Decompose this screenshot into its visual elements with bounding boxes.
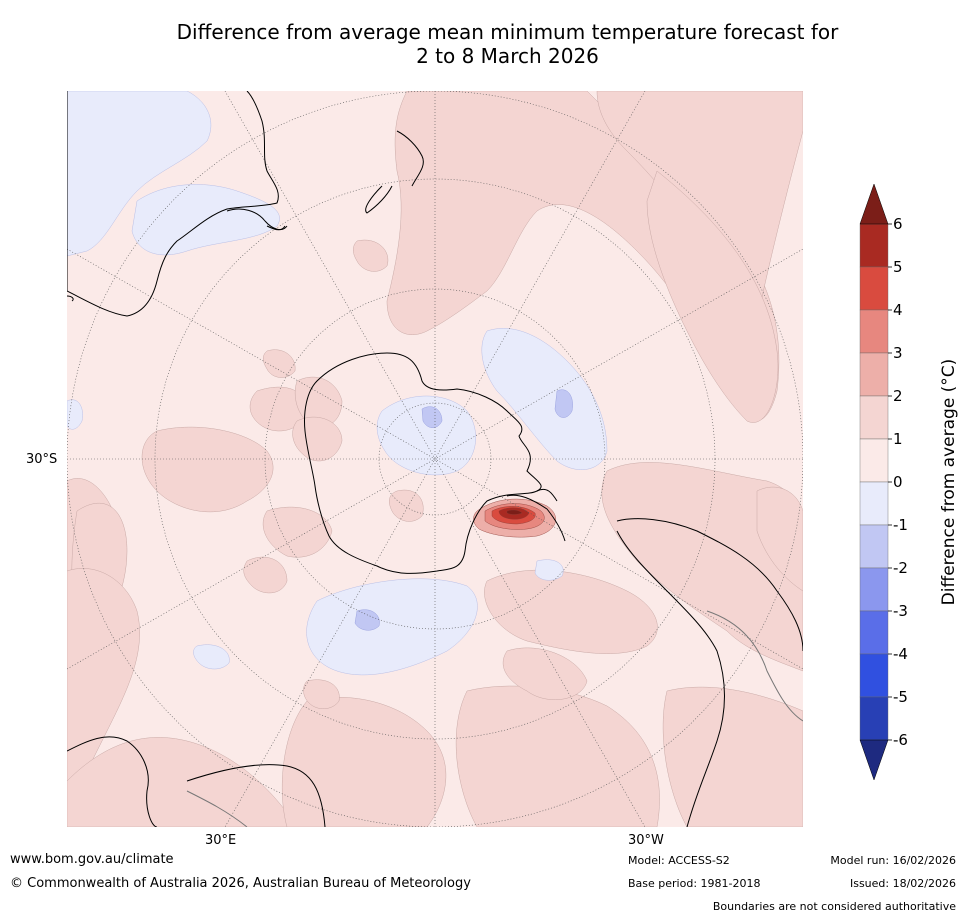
lat-label-30s: 30°S <box>26 452 58 467</box>
anomaly-hotspot <box>473 498 556 538</box>
colorbar-tick-label: -6 <box>893 731 908 749</box>
colorbar-tick-label: 6 <box>893 215 903 233</box>
website-link[interactable]: www.bom.gov.au/climate <box>10 852 174 867</box>
polar-map <box>67 91 803 827</box>
colorbar-tick-label: -2 <box>893 559 908 577</box>
model-run: Model run: 16/02/2026 <box>830 854 956 867</box>
colorbar-bin <box>859 223 889 268</box>
lon-label-30w: 30°W <box>628 833 664 848</box>
antarctica-coast <box>304 352 542 574</box>
base-period: Base period: 1981-2018 <box>628 877 761 890</box>
colorbar-tick-label: 4 <box>893 301 903 319</box>
antarctic-peninsula <box>506 488 566 542</box>
colorbar-tick-label: -1 <box>893 516 908 534</box>
south-america-coast <box>616 518 803 827</box>
colorbar-bin <box>859 352 889 397</box>
anomaly-cool-0-neg1 <box>67 91 608 676</box>
colorbar-bins <box>859 223 889 741</box>
boundaries-disclaimer: Boundaries are not considered authoritat… <box>712 900 956 913</box>
coastlines <box>67 91 803 827</box>
colorbar-tick-label: -4 <box>893 645 908 663</box>
colorbar-bin <box>859 696 889 741</box>
colorbar-bin <box>859 481 889 526</box>
colorbar-tick-label: -5 <box>893 688 908 706</box>
australia-coast <box>67 91 279 317</box>
colorbar-tick-label: 5 <box>893 258 903 276</box>
colorbar-tick-label: 0 <box>893 473 903 491</box>
title-line-1: Difference from average mean minimum tem… <box>176 20 839 44</box>
colorbar-label: Difference from average (°C) <box>939 359 959 606</box>
tasmania <box>266 225 286 231</box>
anomaly-warm-1-2 <box>67 91 803 827</box>
colorbar-bin <box>859 653 889 698</box>
colorbar-tick-label: -3 <box>893 602 908 620</box>
colorbar: 6 5 4 3 2 1 0 -1 -2 -3 -4 -5 -6 Difference from aver… <box>859 183 959 781</box>
new-zealand-coast <box>365 130 424 214</box>
colorbar-bin <box>859 309 889 354</box>
country-borders <box>186 610 803 827</box>
graticule <box>67 91 803 827</box>
title-line-2: 2 to 8 March 2026 <box>416 44 599 68</box>
colorbar-bin <box>859 266 889 311</box>
colorbar-over-arrow <box>859 183 889 225</box>
colorbar-bin <box>859 524 889 569</box>
colorbar-ticks: 6 5 4 3 2 1 0 -1 -2 -3 -4 -5 -6 <box>888 215 908 749</box>
colorbar-tick-label: 1 <box>893 430 903 448</box>
colorbar-bin <box>859 395 889 440</box>
chart-title: Difference from average mean minimum tem… <box>60 20 955 68</box>
colorbar-tick-label: 2 <box>893 387 903 405</box>
colorbar-bin <box>859 438 889 483</box>
lon-label-30e: 30°E <box>205 833 237 848</box>
model-name: Model: ACCESS-S2 <box>628 854 730 867</box>
anomaly-cool-neg1-neg2 <box>354 389 573 631</box>
colorbar-under-arrow <box>859 739 889 781</box>
issued-date: Issued: 18/02/2026 <box>849 877 956 890</box>
colorbar-tick-label: 3 <box>893 344 903 362</box>
colorbar-bin <box>859 567 889 612</box>
copyright-text: © Commonwealth of Australia 2026, Austra… <box>10 876 471 891</box>
southern-africa-coast <box>67 736 326 827</box>
australia-west-tip <box>67 295 74 302</box>
colorbar-bin <box>859 610 889 655</box>
